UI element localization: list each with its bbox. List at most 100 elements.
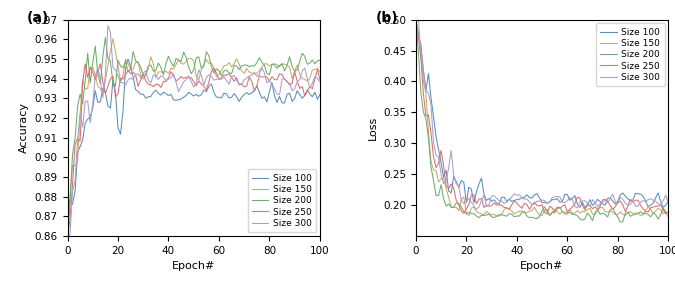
Size 300 <box>217 78 225 81</box>
Size 250 <box>412 18 420 21</box>
Size 100 <box>124 57 132 61</box>
Size 250 <box>129 70 137 74</box>
Line: Size 150: Size 150 <box>416 17 668 217</box>
Size 150 <box>414 15 423 19</box>
Size 250 <box>566 208 574 211</box>
Size 250 <box>543 212 551 216</box>
Size 250 <box>664 210 672 214</box>
Size 200 <box>81 80 89 83</box>
Size 100 <box>429 115 437 119</box>
Size 200 <box>243 64 251 67</box>
Size 100 <box>243 91 251 94</box>
Size 200 <box>563 211 571 214</box>
Size 100 <box>255 90 263 94</box>
Size 300 <box>243 76 251 80</box>
Size 300 <box>182 78 190 81</box>
Size 100 <box>581 206 589 209</box>
Line: Size 300: Size 300 <box>68 26 320 236</box>
Size 200 <box>101 36 109 39</box>
Size 100 <box>81 121 89 125</box>
Size 250 <box>217 76 225 80</box>
Line: Size 200: Size 200 <box>68 37 320 228</box>
X-axis label: Epoch#: Epoch# <box>172 261 215 271</box>
Size 200 <box>412 18 420 21</box>
Size 300 <box>531 202 539 206</box>
Size 150 <box>63 230 72 234</box>
Size 200 <box>664 211 672 214</box>
Size 100 <box>591 201 599 205</box>
Size 100 <box>528 196 536 200</box>
Line: Size 100: Size 100 <box>68 59 320 236</box>
Size 200 <box>316 59 324 62</box>
Size 300 <box>412 18 420 21</box>
Size 300 <box>566 196 574 199</box>
Size 250 <box>97 62 105 65</box>
Size 150 <box>243 67 251 70</box>
Size 150 <box>109 37 117 40</box>
Size 150 <box>316 70 324 74</box>
Size 250 <box>528 203 536 207</box>
Size 100 <box>475 182 483 186</box>
Line: Size 200: Size 200 <box>416 20 668 222</box>
Size 300 <box>316 80 324 83</box>
Size 250 <box>63 232 72 236</box>
Size 100 <box>316 93 324 96</box>
Size 250 <box>243 84 251 88</box>
Size 100 <box>603 197 612 200</box>
Size 250 <box>182 76 190 79</box>
Size 200 <box>528 216 536 219</box>
Size 100 <box>664 200 672 203</box>
Y-axis label: Accuracy: Accuracy <box>19 102 29 153</box>
Size 100 <box>217 96 225 99</box>
Size 150 <box>129 67 137 71</box>
Size 300 <box>472 207 481 211</box>
Size 100 <box>182 94 190 97</box>
Size 100 <box>412 18 420 21</box>
Size 200 <box>217 74 225 77</box>
Size 150 <box>432 169 440 172</box>
Line: Size 300: Size 300 <box>416 20 668 209</box>
Size 200 <box>63 226 72 230</box>
Size 150 <box>81 88 89 91</box>
Size 200 <box>601 213 610 216</box>
Size 150 <box>591 212 599 216</box>
Size 200 <box>182 56 190 59</box>
Size 300 <box>129 78 137 81</box>
Line: Size 150: Size 150 <box>68 38 320 232</box>
Legend: Size 100, Size 150, Size 200, Size 250, Size 300: Size 100, Size 150, Size 200, Size 250, … <box>248 169 317 232</box>
Text: (a): (a) <box>27 11 49 25</box>
Size 150 <box>412 18 420 21</box>
Size 250 <box>475 198 483 201</box>
Size 150 <box>531 205 539 209</box>
Size 200 <box>129 50 137 53</box>
Size 250 <box>255 74 263 78</box>
Size 300 <box>255 72 263 76</box>
Size 200 <box>475 216 483 219</box>
Size 300 <box>104 24 112 28</box>
Size 200 <box>429 179 437 182</box>
Size 200 <box>255 56 263 59</box>
Size 300 <box>591 201 599 205</box>
Line: Size 250: Size 250 <box>68 64 320 234</box>
Size 100 <box>63 234 72 238</box>
X-axis label: Epoch#: Epoch# <box>520 261 564 271</box>
Size 250 <box>316 78 324 81</box>
Line: Size 250: Size 250 <box>416 20 668 214</box>
Size 300 <box>603 201 612 205</box>
Size 150 <box>566 208 574 211</box>
Size 150 <box>217 69 225 72</box>
Size 150 <box>664 216 672 219</box>
Size 150 <box>255 69 263 72</box>
Size 300 <box>63 234 72 238</box>
Size 150 <box>477 212 485 216</box>
Y-axis label: Loss: Loss <box>367 116 377 140</box>
Size 300 <box>81 100 89 103</box>
Size 100 <box>129 75 137 79</box>
Size 200 <box>589 219 597 222</box>
Size 250 <box>81 62 89 65</box>
Size 300 <box>429 140 437 144</box>
Size 300 <box>664 201 672 205</box>
Size 200 <box>616 220 624 224</box>
Text: (b): (b) <box>375 11 398 25</box>
Size 250 <box>591 205 599 209</box>
